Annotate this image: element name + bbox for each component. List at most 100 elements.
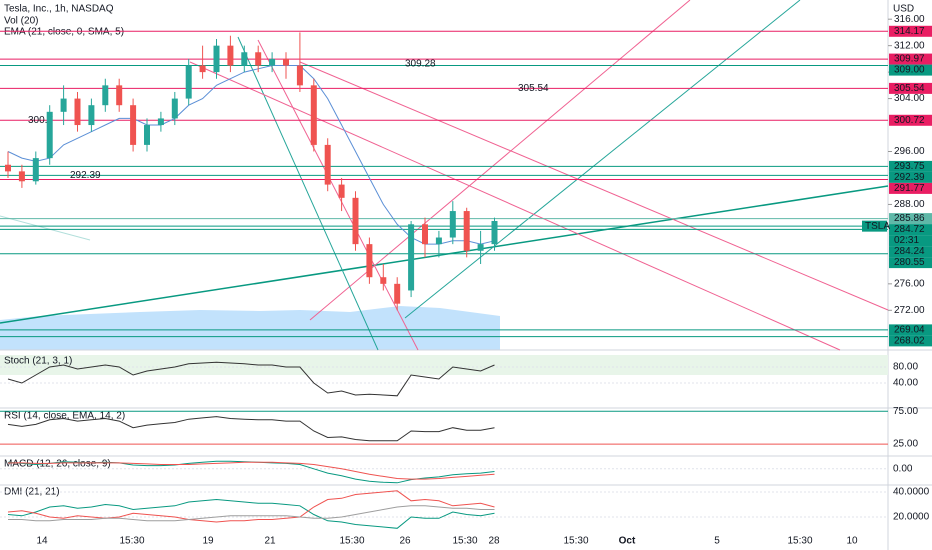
panel-label: Stoch (21, 3, 1) — [4, 356, 72, 367]
panel-tick-label: 20.0000 — [893, 512, 930, 523]
x-tick-label: 28 — [488, 536, 500, 547]
panel-tick-label: 40.00 — [893, 378, 918, 389]
level-label: 268.02 — [894, 336, 925, 347]
annotation: 292.39 — [70, 170, 101, 181]
trend-line — [189, 61, 841, 351]
trend-line — [0, 215, 91, 241]
candle-body — [338, 184, 345, 198]
level-label: 285.86 — [894, 213, 925, 224]
candle-body — [199, 65, 206, 73]
level-tag — [889, 182, 932, 194]
level-tag — [889, 64, 932, 76]
candle-body — [463, 211, 470, 251]
candle-body — [74, 98, 81, 126]
trend-line — [404, 0, 801, 319]
candle-body — [227, 45, 234, 66]
x-tick-label: 15:30 — [119, 536, 144, 547]
annotation: 300.7 — [28, 115, 53, 126]
candle-body — [88, 105, 95, 126]
y-tick-label: 276.00 — [894, 278, 925, 289]
candle-body — [18, 171, 25, 182]
panel-label: MACD (12, 26, close, 9) — [4, 459, 111, 470]
countdown: 02:31 — [894, 235, 919, 246]
level-tag — [889, 171, 932, 183]
x-tick-label: 19 — [202, 536, 214, 547]
candle-body — [394, 283, 401, 304]
candle-body — [116, 85, 123, 106]
y-tick-label: 312.00 — [894, 40, 925, 51]
panel-label: DMI (21, 21) — [4, 487, 60, 498]
level-label: 284.72 — [894, 224, 925, 235]
indicator-line — [7, 361, 495, 397]
trend-line — [309, 0, 691, 321]
candle-body — [296, 65, 303, 86]
candle-body — [185, 65, 192, 99]
x-tick-label: 15:30 — [339, 536, 364, 547]
trend-line — [237, 36, 379, 351]
level-label: 305.54 — [894, 83, 925, 94]
ema-label: EMA (21, close, 0, SMA, 5) — [4, 27, 124, 38]
candle-body — [491, 220, 498, 245]
indicator-line — [8, 461, 495, 480]
level-label: 292.39 — [894, 172, 925, 183]
candle-body — [255, 52, 262, 66]
candle-body — [130, 105, 137, 145]
candle-body — [46, 111, 53, 159]
trend-line — [257, 39, 419, 351]
title: Tesla, Inc., 1h, NASDAQ — [4, 4, 114, 15]
level-label: 309.97 — [894, 54, 925, 65]
candle-body — [422, 224, 428, 245]
candle-body — [324, 144, 331, 185]
x-tick-label: 5 — [714, 536, 720, 547]
level-tag — [889, 114, 932, 126]
level-label: 291.77 — [894, 183, 925, 194]
panel-tick-label: 40.0000 — [893, 487, 930, 498]
annotation: 305.54 — [518, 83, 549, 94]
level-label: 293.75 — [894, 161, 925, 172]
candle-body — [213, 45, 220, 73]
candle-body — [310, 85, 317, 145]
candle-body — [366, 244, 373, 278]
level-tag — [889, 25, 932, 37]
x-tick-label: Oct — [619, 536, 636, 547]
x-tick-label: 21 — [264, 536, 276, 547]
x-tick-label: 14 — [36, 536, 48, 547]
panel-tick-label: 0.00 — [893, 463, 913, 474]
symbol-tag — [862, 220, 887, 232]
x-tick-label: 26 — [399, 536, 411, 547]
volume-label: Vol (20) — [4, 16, 38, 27]
candle-body — [283, 58, 289, 66]
level-label: 309.00 — [894, 65, 925, 76]
candle-body — [102, 85, 109, 106]
symbol-label: TSLA — [865, 221, 890, 232]
x-tick-label: 15:30 — [452, 536, 477, 547]
annotation: 309.28 — [405, 58, 436, 69]
candle-body — [477, 244, 484, 251]
candle-body — [352, 197, 359, 245]
trend-line — [0, 185, 889, 324]
x-tick-label: 10 — [846, 536, 858, 547]
y-tick-label: 316.00 — [894, 14, 925, 25]
level-label: 314.17 — [894, 26, 925, 37]
trend-line — [299, 61, 889, 311]
level-tag — [889, 257, 932, 269]
panel-label: RSI (14, close, EMA, 14, 2) — [4, 411, 125, 422]
level-tag — [889, 82, 932, 94]
panel-tick-label: 75.00 — [893, 406, 918, 417]
candle-body — [5, 164, 11, 172]
y-tick-label: 296.00 — [894, 146, 925, 157]
candle-body — [449, 211, 456, 238]
level-tag — [889, 160, 932, 172]
candle-body — [60, 98, 67, 112]
indicator-line — [8, 505, 495, 522]
y-tick-label: 272.00 — [894, 305, 925, 316]
panel-tick-label: 25.00 — [893, 439, 918, 450]
candle-body — [157, 118, 164, 126]
candle-body — [435, 237, 442, 245]
level-label: 300.72 — [894, 115, 925, 126]
x-tick-label: 15:30 — [563, 536, 588, 547]
volume-area — [0, 306, 500, 350]
candle-body — [32, 158, 39, 182]
level-label: 280.55 — [894, 257, 925, 268]
